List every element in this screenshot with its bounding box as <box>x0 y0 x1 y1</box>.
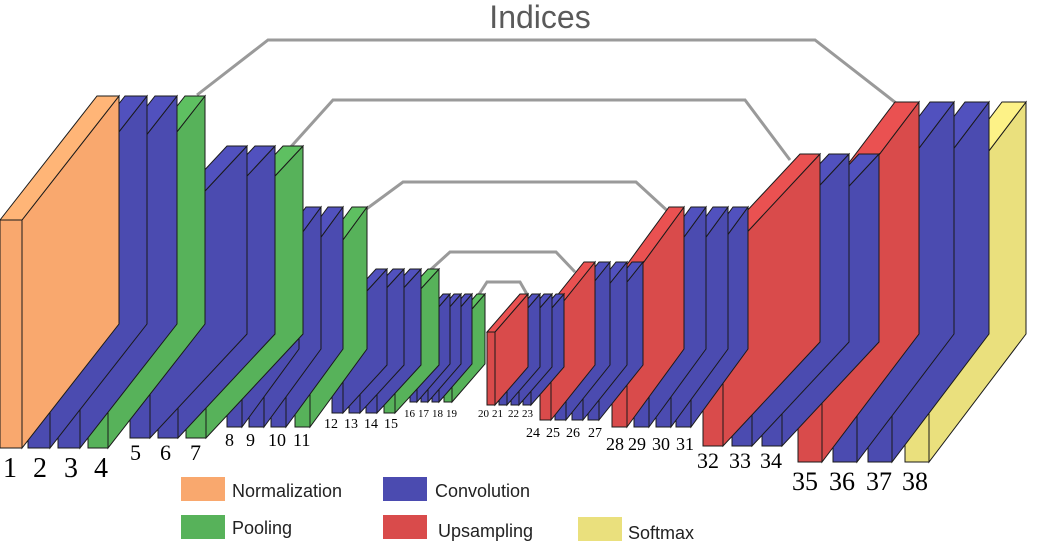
layer-label-3: 3 <box>64 453 78 484</box>
layer-label-21: 21 <box>492 408 503 420</box>
index-connectors <box>196 38 906 297</box>
legend-swatch-normalization <box>181 477 225 501</box>
layer-label-19: 19 <box>446 408 458 420</box>
layer-front-face <box>486 331 496 406</box>
legend-swatch-softmax <box>578 517 622 541</box>
layer-label-4: 4 <box>94 453 108 484</box>
layer-label-2: 2 <box>33 453 47 484</box>
layer-label-24: 24 <box>526 426 540 441</box>
layer-label-37: 37 <box>866 467 892 496</box>
layer-label-11: 11 <box>293 430 310 450</box>
layer-label-18: 18 <box>432 408 444 420</box>
layer-label-36: 36 <box>829 467 855 496</box>
legend-label-normalization: Normalization <box>232 481 342 501</box>
layer-label-34: 34 <box>760 448 782 473</box>
layer-label-10: 10 <box>268 430 286 450</box>
layer-label-25: 25 <box>546 426 560 441</box>
layer-label-9: 9 <box>246 430 255 450</box>
layer-label-23: 23 <box>522 408 534 420</box>
index-connector-5 <box>476 280 530 297</box>
layer-label-32: 32 <box>697 448 719 473</box>
layer-label-30: 30 <box>652 434 670 454</box>
legend-item-upsampling: Upsampling <box>383 515 533 541</box>
index-connector-3 <box>364 180 674 217</box>
legend: Normalization Convolution Pooling Upsamplin… <box>181 477 694 543</box>
indices-title: Indices <box>489 0 590 35</box>
layer-label-6: 6 <box>160 440 171 465</box>
layer-label-35: 35 <box>792 467 818 496</box>
index-connector-2 <box>286 98 792 161</box>
layer-label-14: 14 <box>364 417 378 432</box>
layer-label-31: 31 <box>676 434 694 454</box>
legend-item-pooling: Pooling <box>181 515 292 539</box>
index-connector-4 <box>426 250 577 274</box>
layer-label-5: 5 <box>130 440 141 465</box>
layer-label-7: 7 <box>190 440 201 465</box>
layer-block-20 <box>485 292 530 407</box>
layer-blocks <box>0 94 1028 464</box>
layer-label-27: 27 <box>588 426 602 441</box>
index-connector-1 <box>196 38 906 112</box>
layer-label-20: 20 <box>478 408 490 420</box>
legend-label-upsampling: Upsampling <box>438 521 533 541</box>
layer-label-13: 13 <box>344 417 358 432</box>
layer-label-28: 28 <box>606 434 624 454</box>
layer-label-15: 15 <box>384 417 398 432</box>
layer-label-12: 12 <box>324 417 338 432</box>
layer-block-1 <box>0 94 121 450</box>
legend-label-convolution: Convolution <box>435 481 530 501</box>
layer-label-29: 29 <box>628 434 646 454</box>
layer-label-16: 16 <box>404 408 416 420</box>
layer-label-33: 33 <box>729 448 751 473</box>
legend-swatch-upsampling <box>383 515 427 539</box>
layer-label-26: 26 <box>566 426 580 441</box>
legend-item-softmax: Softmax <box>578 517 694 543</box>
layer-label-8: 8 <box>225 430 234 450</box>
layer-front-face <box>0 219 23 449</box>
legend-swatch-pooling <box>181 515 225 539</box>
legend-label-pooling: Pooling <box>232 518 292 538</box>
legend-label-softmax: Softmax <box>628 523 694 543</box>
legend-item-normalization: Normalization <box>181 477 342 501</box>
layer-label-1: 1 <box>3 453 17 484</box>
layer-label-38: 38 <box>902 467 928 496</box>
layer-label-17: 17 <box>418 408 430 420</box>
layer-label-22: 22 <box>508 408 519 420</box>
legend-swatch-convolution <box>383 477 427 501</box>
legend-item-convolution: Convolution <box>383 477 530 501</box>
